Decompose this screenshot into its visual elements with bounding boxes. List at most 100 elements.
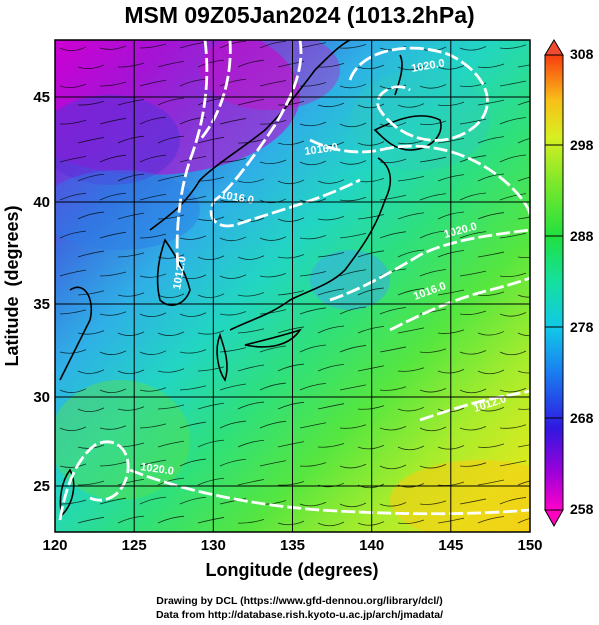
graticule <box>55 40 530 532</box>
contour-label: 1020.0 <box>410 57 445 75</box>
streamline <box>259 460 287 467</box>
streamline <box>77 211 105 220</box>
streamline <box>339 122 367 128</box>
streamline <box>277 441 305 448</box>
y-axis-title: Latitude (degrees) <box>2 205 22 366</box>
streamline <box>277 179 305 185</box>
streamline <box>499 193 527 201</box>
streamline <box>339 463 367 469</box>
streamline <box>139 116 167 125</box>
streamline <box>139 154 167 163</box>
x-tick-labels: 120 125 130 135 140 145 150 <box>42 537 542 554</box>
streamline <box>379 346 407 353</box>
streamline <box>139 273 167 278</box>
streamline <box>179 312 207 317</box>
colorbar-label: 268 <box>570 410 594 426</box>
streamline <box>517 100 530 106</box>
colorbar-label: 298 <box>570 137 594 153</box>
streamline <box>237 255 265 260</box>
streamline <box>277 217 305 222</box>
streamline <box>459 426 487 431</box>
streamline <box>259 80 287 87</box>
streamline <box>517 256 530 258</box>
streamline <box>117 369 145 374</box>
streamline <box>339 269 367 277</box>
streamline <box>499 154 527 163</box>
streamline <box>59 119 87 125</box>
streamline <box>477 443 505 448</box>
streamline <box>397 139 425 145</box>
streamline <box>99 461 127 467</box>
streamline <box>357 214 385 220</box>
streamline <box>317 443 345 448</box>
streamline <box>197 366 225 372</box>
streamline <box>99 81 127 87</box>
streamline <box>139 350 167 355</box>
streamline <box>357 287 385 296</box>
streamline <box>299 382 327 391</box>
streamline <box>219 78 247 87</box>
streamline <box>179 349 207 354</box>
credit-drawing: Drawing by DCL (https://www.gfd-dennou.o… <box>156 595 443 607</box>
streamline <box>357 64 385 70</box>
streamline <box>299 422 327 429</box>
contour-label: 1020.0 <box>140 461 175 478</box>
streamline <box>477 369 505 375</box>
streamline <box>339 384 367 391</box>
x-tick-label: 130 <box>201 537 226 554</box>
streamline <box>259 420 287 429</box>
streamline <box>477 99 505 106</box>
x-tick-label: 125 <box>122 537 147 554</box>
streamline <box>77 137 105 144</box>
streamline <box>179 496 207 505</box>
map-title: MSM 09Z05Jan2024 (1013.2hPa) <box>124 2 475 28</box>
streamline <box>277 363 305 372</box>
streamline <box>459 118 487 125</box>
streamline <box>339 44 367 49</box>
streamline <box>339 232 367 239</box>
streamline <box>259 382 287 391</box>
contour-label: 1012.0 <box>171 255 189 290</box>
streamline <box>219 311 247 316</box>
streamline <box>259 236 287 241</box>
streamline <box>179 458 207 467</box>
streamline <box>339 196 367 202</box>
streamline <box>117 62 145 68</box>
streamline <box>299 344 327 353</box>
streamline <box>157 368 185 373</box>
streamline <box>379 307 407 315</box>
streamline <box>237 138 265 144</box>
x-tick-label: 135 <box>280 537 305 554</box>
streamline <box>517 370 530 374</box>
streamline <box>499 424 527 429</box>
streamline <box>99 388 127 393</box>
streamline <box>397 175 425 182</box>
streamline <box>317 403 345 410</box>
streamline <box>277 100 305 106</box>
coastlines <box>59 40 442 517</box>
streamline <box>259 198 287 204</box>
streamline <box>299 307 327 315</box>
streamline <box>59 499 87 505</box>
streamline <box>117 212 145 220</box>
streamline <box>299 121 327 127</box>
streamline <box>317 521 345 527</box>
streamline <box>317 252 345 258</box>
streamline <box>299 271 327 277</box>
streamline <box>499 272 527 278</box>
streamline <box>379 194 407 201</box>
isobars <box>58 40 530 521</box>
streamline <box>237 217 265 223</box>
streamline <box>179 41 207 49</box>
streamline <box>339 502 367 508</box>
streamline <box>157 477 185 486</box>
streamline <box>517 480 530 486</box>
streamline <box>317 288 345 296</box>
streamline <box>99 350 127 355</box>
streamline <box>317 102 345 108</box>
streamline <box>357 325 385 334</box>
streamline <box>77 516 105 524</box>
streamline <box>77 407 105 413</box>
streamline <box>477 212 505 220</box>
streamline <box>277 140 305 146</box>
